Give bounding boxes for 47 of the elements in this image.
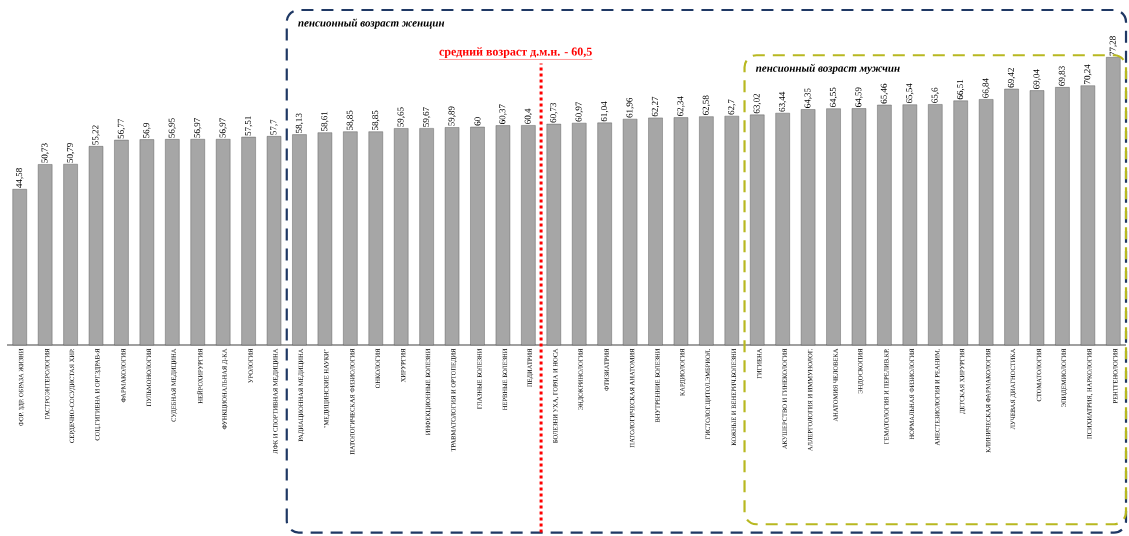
data-label: 64,35: [804, 88, 812, 108]
data-label: 66,84: [982, 78, 990, 98]
data-label: 59,89: [448, 106, 456, 126]
annotation: пенсионный возраст женщин: [298, 18, 445, 29]
data-label: 62,27: [651, 96, 660, 117]
annotation: пенсионный возраст мужчин: [755, 63, 900, 75]
data-label: 44,58: [16, 168, 24, 188]
data-label: 60,73: [550, 103, 558, 123]
data-label: 58,13: [295, 113, 304, 133]
data-label: 64,55: [829, 87, 838, 108]
data-label: 60,37: [499, 104, 507, 124]
data-label: 60,97: [575, 101, 583, 122]
data-label: 56,97: [219, 118, 227, 138]
data-label: 55,22: [92, 125, 100, 145]
data-label: 56,97: [194, 118, 202, 138]
data-label: 58,85: [372, 110, 380, 130]
data-label: 58,85: [346, 110, 355, 130]
data-label: 69,42: [1007, 68, 1016, 88]
data-label: 63,44: [779, 91, 787, 112]
data-label: 69,04: [1033, 69, 1041, 89]
data-label: 65,46: [880, 83, 889, 104]
data-label: 58,61: [321, 111, 329, 131]
data-label: 70,24: [1084, 64, 1092, 84]
data-label: 50,79: [66, 143, 75, 163]
data-label: 63,02: [753, 93, 761, 114]
data-label: 60: [474, 117, 481, 126]
data-label: 61,96: [626, 97, 634, 118]
data-label: 62,7: [728, 99, 736, 115]
data-label: 57,7: [270, 119, 278, 135]
data-label: 59,67: [422, 107, 431, 127]
ref-line-label: средний возраст д.м.н. - 60,5: [439, 47, 592, 59]
data-label: 62,34: [677, 96, 685, 117]
data-label: 56,77: [117, 118, 126, 139]
data-label: 50,73: [41, 143, 49, 163]
data-label: 57,51: [244, 116, 253, 136]
data-label: 62,58: [702, 95, 711, 116]
data-label: 66,51: [957, 79, 965, 100]
data-label: 56,9: [143, 122, 151, 138]
data-label: 65,6: [931, 87, 939, 103]
data-label: 56,95: [168, 118, 176, 138]
data-label: 69,83: [1058, 66, 1067, 86]
data-label: 60,4: [524, 108, 533, 124]
data-label: 61,04: [600, 101, 609, 122]
data-label: 59,65: [397, 107, 405, 127]
data-label: 64,59: [855, 87, 863, 107]
data-label: 77,28: [1109, 36, 1117, 56]
data-label: 65,54: [906, 83, 914, 104]
